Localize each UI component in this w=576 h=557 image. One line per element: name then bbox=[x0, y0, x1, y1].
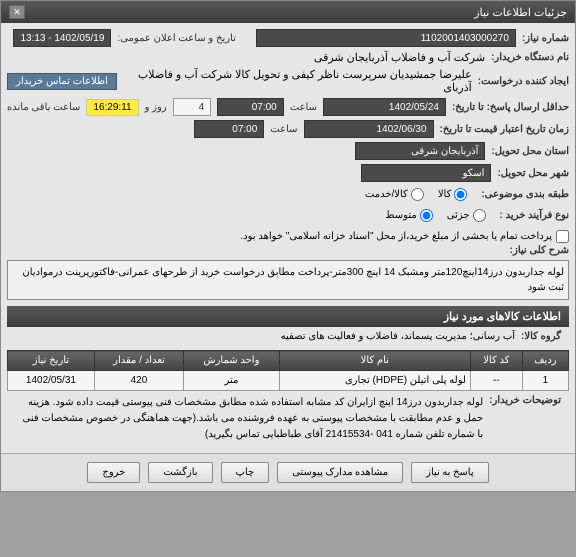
exec-city: اسکو bbox=[361, 164, 491, 182]
process-label: نوع فرآیند خرید : bbox=[500, 210, 569, 221]
group-label: گروه کالا: bbox=[521, 331, 561, 342]
general-desc-label: شرح کلی نیاز: bbox=[510, 245, 569, 256]
treasury-checkbox-label: پرداخت تمام یا بخشی از مبلغ خرید،از محل … bbox=[240, 231, 552, 242]
close-icon[interactable]: ✕ bbox=[9, 5, 25, 19]
radio-small[interactable]: جزئی bbox=[447, 209, 486, 222]
days-remain: 4 bbox=[173, 98, 211, 116]
radio-medium[interactable]: متوسط bbox=[385, 209, 432, 222]
th-name: نام کالا bbox=[279, 351, 470, 371]
window-title: جزئیات اطلاعات نیاز bbox=[474, 6, 567, 19]
radio-medium-input[interactable] bbox=[420, 209, 433, 222]
time-label-2: ساعت bbox=[270, 124, 297, 135]
exec-province: آذربایجان شرقی bbox=[355, 142, 485, 160]
announce-value: 1402/05/19 - 13:13 bbox=[13, 29, 111, 47]
content-area: شماره نیاز: 1102001403000270 تاریخ و ساع… bbox=[1, 23, 575, 453]
buyer-notes-text: لوله جداربدون درز14 اینچ ازایران کد مشاب… bbox=[15, 395, 483, 443]
back-button[interactable]: بازگشت bbox=[148, 462, 212, 483]
buyer-org-label: نام دستگاه خریدار: bbox=[491, 52, 569, 63]
cell-name: لوله پلی اتیلن (HDPE) تجاری bbox=[279, 371, 470, 391]
cell-unit: متر bbox=[184, 371, 280, 391]
cell-date: 1402/05/31 bbox=[8, 371, 95, 391]
exec-city-label: شهر محل تحویل: bbox=[497, 168, 569, 179]
radio-khadamat[interactable]: کالا/خدمت bbox=[365, 188, 424, 201]
cell-row: 1 bbox=[522, 371, 568, 391]
radio-khadamat-label: کالا/خدمت bbox=[365, 189, 408, 200]
print-button[interactable]: چاپ bbox=[221, 462, 270, 483]
treasury-checkbox[interactable] bbox=[556, 230, 569, 243]
buyer-notes-label: توضیحات خریدار: bbox=[489, 395, 561, 406]
radio-small-label: جزئی bbox=[447, 210, 470, 221]
requester-label: ایجاد کننده درخواست: bbox=[478, 76, 569, 87]
radio-kala-input[interactable] bbox=[454, 188, 467, 201]
respond-button[interactable]: پاسخ به نیاز bbox=[411, 462, 489, 483]
main-window: جزئیات اطلاعات نیاز ✕ شماره نیاز: 110200… bbox=[0, 0, 576, 492]
exit-button[interactable]: خروج bbox=[87, 462, 140, 483]
announce-label: تاریخ و ساعت اعلان عمومی: bbox=[117, 33, 236, 44]
countdown-timer: 16:29:11 bbox=[86, 99, 138, 116]
deadline-time: 07:00 bbox=[217, 98, 284, 116]
th-date: تاریخ نیاز bbox=[8, 351, 95, 371]
th-unit: واحد شمارش bbox=[184, 351, 280, 371]
view-attachments-button[interactable]: مشاهده مدارک پیوستی bbox=[277, 462, 403, 483]
table-row[interactable]: 1 -- لوله پلی اتیلن (HDPE) تجاری متر 420… bbox=[8, 371, 569, 391]
titlebar: جزئیات اطلاعات نیاز ✕ bbox=[1, 1, 575, 23]
deadline-label: حداقل ارسال پاسخ: تا تاریخ: bbox=[452, 102, 569, 113]
exec-province-label: استان محل تحویل: bbox=[491, 146, 569, 157]
buyer-org-value: شرکت آب و فاضلاب آذربایجان شرقی bbox=[314, 51, 485, 64]
th-code: کد کالا bbox=[470, 351, 522, 371]
th-row: ردیف bbox=[522, 351, 568, 371]
deadline-date: 1402/05/24 bbox=[323, 98, 446, 116]
radio-kala[interactable]: کالا bbox=[438, 188, 468, 201]
section-items-header: اطلاعات کالاهای مورد نیاز bbox=[7, 306, 569, 327]
validity-label: زمان تاریخ اعتبار قیمت تا تاریخ: bbox=[440, 124, 569, 135]
requester-value: علیرضا جمشیدیان سرپرست ناظر کیفی و تحویل… bbox=[123, 68, 472, 94]
radio-small-input[interactable] bbox=[473, 209, 486, 222]
general-desc-box: لوله جداربدون درز14اینچ120متر ومشبک 14 ا… bbox=[7, 260, 569, 300]
need-no-label: شماره نیاز: bbox=[522, 33, 569, 44]
cell-code: -- bbox=[470, 371, 522, 391]
items-table: ردیف کد کالا نام کالا واحد شمارش تعداد /… bbox=[7, 350, 569, 391]
remaining-label: ساعت باقی مانده bbox=[7, 102, 80, 113]
contact-buyer-button[interactable]: اطلاعات تماس خریدار bbox=[7, 73, 117, 90]
validity-date: 1402/06/30 bbox=[304, 120, 434, 138]
radio-medium-label: متوسط bbox=[385, 210, 416, 221]
need-no-value: 1102001403000270 bbox=[256, 29, 516, 47]
category-label: طبقه بندی موضوعی: bbox=[481, 189, 569, 200]
day-label: روز و bbox=[145, 102, 167, 113]
radio-khadamat-input[interactable] bbox=[411, 188, 424, 201]
table-header-row: ردیف کد کالا نام کالا واحد شمارش تعداد /… bbox=[8, 351, 569, 371]
cell-qty: 420 bbox=[94, 371, 183, 391]
validity-time: 07:00 bbox=[194, 120, 264, 138]
footer-bar: پاسخ به نیاز مشاهده مدارک پیوستی چاپ باز… bbox=[1, 453, 575, 491]
radio-kala-label: کالا bbox=[438, 189, 452, 200]
time-label-1: ساعت bbox=[290, 102, 317, 113]
group-value: آب رسانی؛ مدیریت پسماند، فاضلاب و فعالیت… bbox=[281, 331, 515, 342]
th-qty: تعداد / مقدار bbox=[94, 351, 183, 371]
